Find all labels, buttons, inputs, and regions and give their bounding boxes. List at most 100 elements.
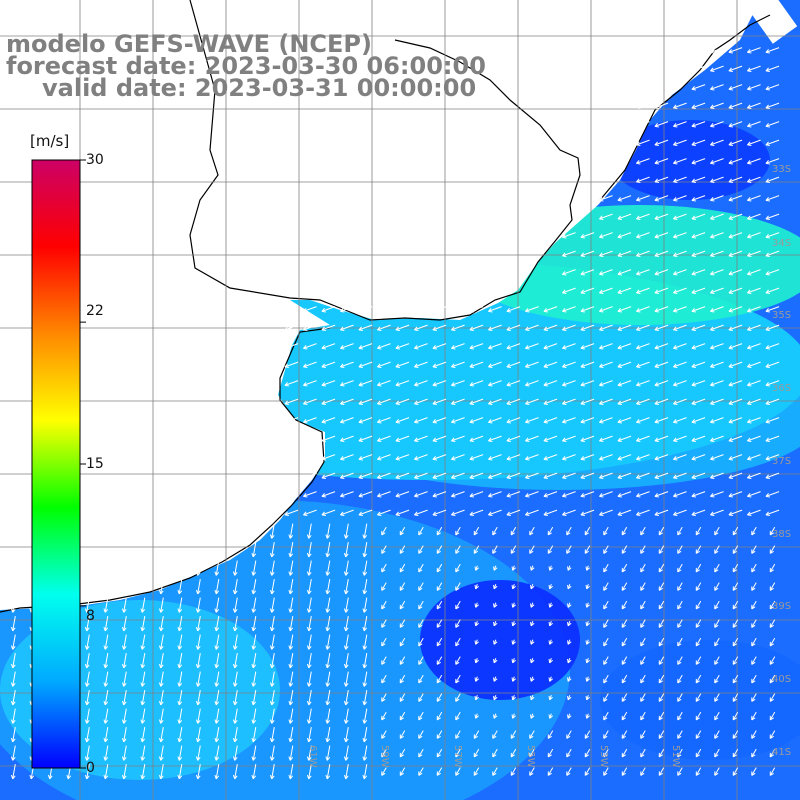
wind-arrow-head (765, 234, 769, 238)
wind-arrow-head (654, 511, 658, 516)
wind-arrow (455, 693, 461, 702)
wind-arrow-shaft (765, 472, 780, 479)
wind-arrow-head (765, 514, 770, 516)
wind-arrow (654, 361, 669, 368)
wind-arrow-head (325, 645, 328, 650)
wind-arrow (232, 579, 238, 595)
wind-arrow-head (710, 421, 715, 424)
wind-arrow-shaft (617, 287, 632, 294)
wind-arrow-shaft (451, 417, 465, 423)
wind-arrow-shaft (654, 213, 669, 220)
wind-arrow-head (654, 366, 659, 368)
wind-arrow (728, 213, 743, 220)
wind-arrow-head (562, 308, 566, 312)
wind-arrow (377, 509, 391, 516)
wind-arrow-head (747, 326, 751, 331)
wind-arrow (399, 637, 406, 647)
wind-arrow-head (769, 587, 774, 591)
wind-arrow-shaft (488, 454, 502, 460)
wind-arrow (306, 542, 312, 558)
wind-arrow-head (603, 550, 608, 554)
wind-arrow-head (654, 308, 658, 312)
wind-arrow-head (765, 345, 769, 349)
wind-arrow (603, 767, 609, 776)
wind-arrow-head (562, 310, 567, 313)
wind-arrow-head (252, 664, 257, 669)
wind-arrow-head (617, 514, 622, 516)
wind-arrow-shaft (363, 671, 368, 687)
wind-arrow-head (469, 514, 474, 516)
wind-arrow-head (271, 571, 275, 576)
wind-arrow-head (673, 252, 677, 257)
wind-arrow-head (252, 682, 257, 687)
wind-arrow-shaft (654, 398, 669, 405)
wind-arrow (714, 730, 720, 739)
wind-arrow-shaft (234, 616, 238, 631)
wind-arrow-head (580, 400, 584, 405)
wind-arrow (617, 472, 632, 479)
wind-arrow-head (12, 775, 16, 780)
wind-arrow-head (251, 645, 254, 650)
wind-arrow (747, 361, 761, 368)
wind-arrow-head (234, 756, 238, 761)
wind-arrow-head (584, 735, 589, 739)
wind-arrow (377, 380, 391, 387)
wind-arrow (177, 727, 183, 743)
wind-arrow-head (548, 566, 551, 571)
wind-arrow-shaft (123, 690, 127, 705)
wind-arrow-head (673, 400, 677, 405)
wind-arrow-head (562, 403, 567, 405)
wind-arrow (621, 600, 628, 610)
wind-arrow-shaft (529, 526, 535, 536)
wind-arrow (103, 708, 109, 724)
wind-arrow-shaft (547, 730, 554, 739)
wind-arrow-head (455, 606, 460, 610)
wind-arrow-shaft (751, 711, 757, 721)
wind-arrow (548, 713, 553, 719)
wind-arrow (562, 250, 576, 257)
wind-arrow-shaft (455, 526, 461, 536)
wind-arrow-shaft (710, 158, 724, 164)
wind-arrow (695, 619, 702, 628)
wind-arrow-head (543, 511, 547, 516)
wind-arrow-shaft (714, 656, 720, 665)
wind-arrow-head (214, 682, 217, 687)
wind-arrow (418, 563, 424, 573)
wind-arrow (677, 545, 683, 554)
wind-arrow-shaft (473, 730, 480, 739)
wind-arrow-head (140, 645, 143, 650)
wind-arrow-head (728, 440, 733, 442)
wind-arrow-head (636, 125, 641, 128)
wind-arrow (436, 582, 443, 591)
wind-arrow (747, 491, 761, 498)
wind-arrow-head (580, 419, 584, 423)
wind-arrow (747, 472, 761, 479)
wind-arrow-shaft (381, 637, 387, 647)
wind-arrow-head (640, 661, 645, 665)
wind-arrow (695, 748, 702, 758)
wind-arrow-head (86, 756, 90, 761)
wind-arrow-shaft (562, 398, 576, 405)
wind-arrow-head (710, 70, 715, 72)
wind-arrow-head (177, 756, 180, 761)
wind-arrow-head (251, 663, 254, 669)
wind-arrow (343, 523, 349, 539)
wind-arrow-head (654, 403, 659, 405)
wind-arrow-shaft (469, 343, 484, 349)
wind-arrow-head (728, 86, 732, 90)
wind-arrow-head (289, 590, 294, 595)
wind-arrow-shaft (399, 693, 406, 702)
wind-arrow-shaft (677, 582, 683, 591)
wind-arrow-head (381, 587, 386, 591)
wind-arrow (432, 472, 447, 479)
wind-arrow (765, 398, 780, 405)
wind-arrow-shaft (747, 435, 761, 442)
wind-arrow-head (469, 495, 474, 498)
wind-arrow-head (547, 532, 552, 536)
wind-arrow-head (140, 663, 143, 669)
wind-arrow-shaft (654, 509, 669, 516)
wind-arrow-head (617, 382, 621, 386)
wind-arrow-head (377, 458, 382, 461)
wind-arrow-shaft (747, 84, 761, 90)
wind-arrow (84, 764, 90, 780)
